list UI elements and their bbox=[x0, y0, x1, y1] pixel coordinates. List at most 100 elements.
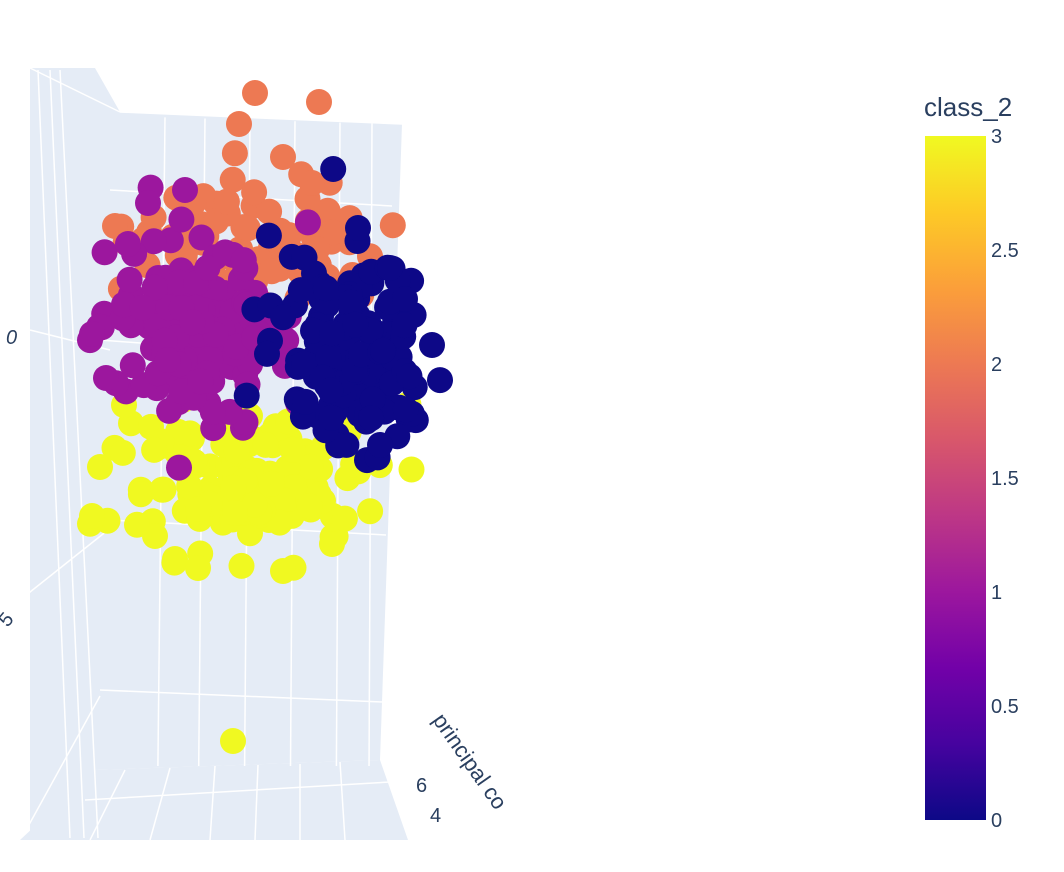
data-point-class-1 bbox=[168, 206, 195, 233]
data-point-class-1 bbox=[294, 209, 321, 236]
data-point-class-0 bbox=[317, 377, 344, 404]
data-point-class-0 bbox=[319, 320, 345, 347]
data-point-class-2 bbox=[276, 222, 303, 249]
data-point-class-2 bbox=[221, 140, 248, 167]
data-point-class-1 bbox=[199, 399, 226, 425]
data-point-class-0 bbox=[338, 289, 364, 316]
data-point-class-0 bbox=[419, 332, 445, 358]
colorbar-tick-label: 1.5 bbox=[991, 468, 1019, 490]
side-wall-gridline bbox=[49, 69, 85, 839]
data-point-class-1 bbox=[230, 247, 257, 274]
data-point-class-2 bbox=[314, 197, 341, 224]
floor-gridline bbox=[254, 764, 259, 841]
data-point-class-0 bbox=[427, 367, 453, 394]
data-point-class-1 bbox=[93, 365, 119, 391]
back-wall-horizontal-gridline bbox=[119, 111, 403, 125]
data-point-class-3 bbox=[162, 546, 188, 572]
colorbar: class_2 0 0.5 1 1.5 2 2.5 3 bbox=[924, 92, 1019, 832]
bottom-axis-tick-6: 6 bbox=[416, 775, 427, 797]
colorbar-tick-label: 2 bbox=[991, 354, 1002, 376]
data-point-class-0 bbox=[392, 286, 418, 312]
data-point-class-1 bbox=[151, 327, 178, 354]
data-point-class-0 bbox=[315, 344, 342, 371]
floor-gridline bbox=[339, 761, 346, 841]
data-point-class-3 bbox=[109, 439, 136, 466]
data-point-class-2 bbox=[258, 258, 285, 285]
data-point-class-0 bbox=[233, 382, 260, 409]
data-point-class-0 bbox=[312, 275, 339, 302]
data-point-class-0 bbox=[358, 405, 385, 432]
data-point-class-2 bbox=[213, 188, 240, 215]
data-point-class-3 bbox=[279, 436, 306, 463]
floor-gridline bbox=[149, 767, 171, 841]
data-point-class-1 bbox=[119, 352, 146, 379]
data-point-class-1 bbox=[115, 231, 141, 257]
data-point-class-2 bbox=[306, 89, 332, 115]
data-point-class-3 bbox=[87, 454, 113, 480]
data-point-class-3 bbox=[228, 552, 255, 579]
data-point-class-3 bbox=[150, 476, 177, 503]
data-point-class-2 bbox=[299, 170, 325, 196]
data-point-class-1 bbox=[135, 190, 161, 216]
data-point-class-3 bbox=[141, 436, 168, 463]
data-point-class-2 bbox=[102, 213, 128, 239]
data-point-class-0 bbox=[300, 317, 326, 344]
data-point-class-1 bbox=[194, 254, 221, 281]
data-point-class-1 bbox=[154, 347, 181, 373]
data-point-class-1 bbox=[116, 266, 143, 293]
data-point-class-3 bbox=[297, 453, 324, 480]
floor-gridline bbox=[209, 765, 216, 841]
data-point-class-3 bbox=[220, 728, 246, 754]
data-point-class-1 bbox=[140, 228, 167, 255]
side-wall-gridline bbox=[37, 69, 71, 839]
data-point-class-0 bbox=[270, 304, 297, 331]
data-point-class-3 bbox=[357, 498, 384, 525]
data-point-class-2 bbox=[234, 215, 261, 242]
data-point-class-3 bbox=[296, 493, 323, 520]
colorbar-tick-label: 0.5 bbox=[991, 696, 1019, 718]
side-wall-depth-gridline bbox=[19, 529, 109, 601]
data-point-class-0 bbox=[392, 396, 419, 423]
data-point-class-1 bbox=[156, 397, 183, 424]
left-axis-tick-5: 5 bbox=[0, 609, 18, 632]
data-point-class-1 bbox=[172, 177, 198, 203]
data-point-class-0 bbox=[318, 404, 345, 431]
side-wall-depth-gridline bbox=[24, 695, 101, 833]
data-point-class-0 bbox=[345, 215, 371, 241]
data-point-class-3 bbox=[127, 481, 154, 508]
data-points bbox=[77, 80, 453, 754]
colorbar-bar bbox=[925, 136, 986, 820]
data-point-class-0 bbox=[291, 244, 318, 271]
data-point-class-1 bbox=[187, 368, 214, 395]
data-point-class-1 bbox=[79, 321, 105, 347]
data-point-class-2 bbox=[319, 219, 346, 246]
data-point-class-3 bbox=[142, 523, 168, 549]
data-point-class-2 bbox=[226, 111, 252, 137]
colorbar-title: class_2 bbox=[924, 92, 1012, 122]
data-point-class-2 bbox=[379, 212, 406, 239]
data-point-class-3 bbox=[270, 558, 296, 584]
data-point-class-1 bbox=[188, 224, 215, 251]
data-point-class-3 bbox=[252, 431, 279, 458]
data-point-class-2 bbox=[219, 166, 246, 193]
data-point-class-1 bbox=[166, 454, 192, 481]
data-point-class-3 bbox=[319, 531, 345, 557]
data-point-class-3 bbox=[398, 456, 425, 483]
data-point-class-3 bbox=[185, 496, 212, 522]
data-point-class-0 bbox=[396, 363, 423, 390]
left-axis-tick-0: 0 bbox=[6, 327, 17, 349]
data-point-class-0 bbox=[377, 255, 403, 281]
back-wall-horizontal-gridline bbox=[99, 689, 384, 703]
data-point-class-0 bbox=[391, 312, 418, 339]
data-point-class-1 bbox=[129, 294, 156, 321]
data-point-class-0 bbox=[342, 311, 369, 338]
colorbar-tick-label: 0 bbox=[991, 810, 1002, 832]
data-point-class-3 bbox=[220, 474, 247, 501]
colorbar-ticks: 0 0.5 1 1.5 2 2.5 3 bbox=[991, 126, 1019, 832]
data-point-class-2 bbox=[256, 198, 283, 225]
axis-title: principal co bbox=[428, 709, 512, 814]
colorbar-tick-label: 3 bbox=[991, 126, 1002, 148]
data-point-class-0 bbox=[320, 156, 347, 182]
data-point-class-3 bbox=[79, 503, 105, 529]
